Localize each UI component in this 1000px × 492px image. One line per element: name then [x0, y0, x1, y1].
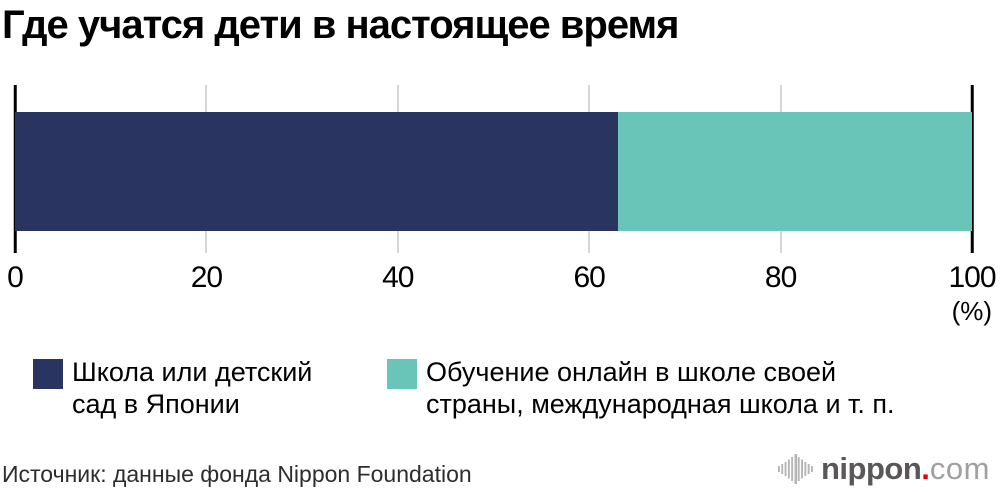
soundwave-icon — [778, 454, 813, 484]
chart-title: Где учатся дети в настоящее время — [2, 3, 679, 47]
logo-dot: . — [921, 451, 930, 486]
tick-label-40: 40 — [382, 261, 414, 294]
nippon-logo: nippon. com — [777, 451, 990, 487]
bar-segment-1 — [15, 112, 618, 231]
legend-label-1: Школа или детский сад в Японии — [72, 357, 313, 419]
legend-label-2: Обучение онлайн в школе своей страны, ме… — [426, 357, 895, 419]
source-text: Источник: данные фонда Nippon Foundation — [2, 461, 472, 487]
tick-label-80: 80 — [764, 261, 797, 294]
logo-brand-text: nippon — [821, 451, 922, 486]
stacked-bar — [15, 112, 972, 231]
axis-unit-label: (%) — [951, 296, 992, 326]
legend-item-japan-school: Школа или детский сад в Японии — [33, 356, 312, 420]
legend-swatch-2 — [387, 359, 417, 389]
tick-label-0: 0 — [7, 261, 24, 294]
tick-label-20: 20 — [190, 261, 223, 294]
gridline-100 — [970, 85, 974, 253]
x-axis-labels: 0 20 40 60 80 100 — [7, 261, 996, 297]
tick-label-60: 60 — [573, 261, 606, 294]
legend-swatch-1 — [33, 359, 63, 389]
tick-label-100: 100 — [948, 261, 996, 294]
logo-tld-text: com — [929, 451, 990, 486]
bar-segment-2 — [617, 112, 972, 231]
plot-area — [13, 85, 974, 253]
legend-item-online-school: Обучение онлайн в школе своей страны, ме… — [387, 356, 895, 420]
